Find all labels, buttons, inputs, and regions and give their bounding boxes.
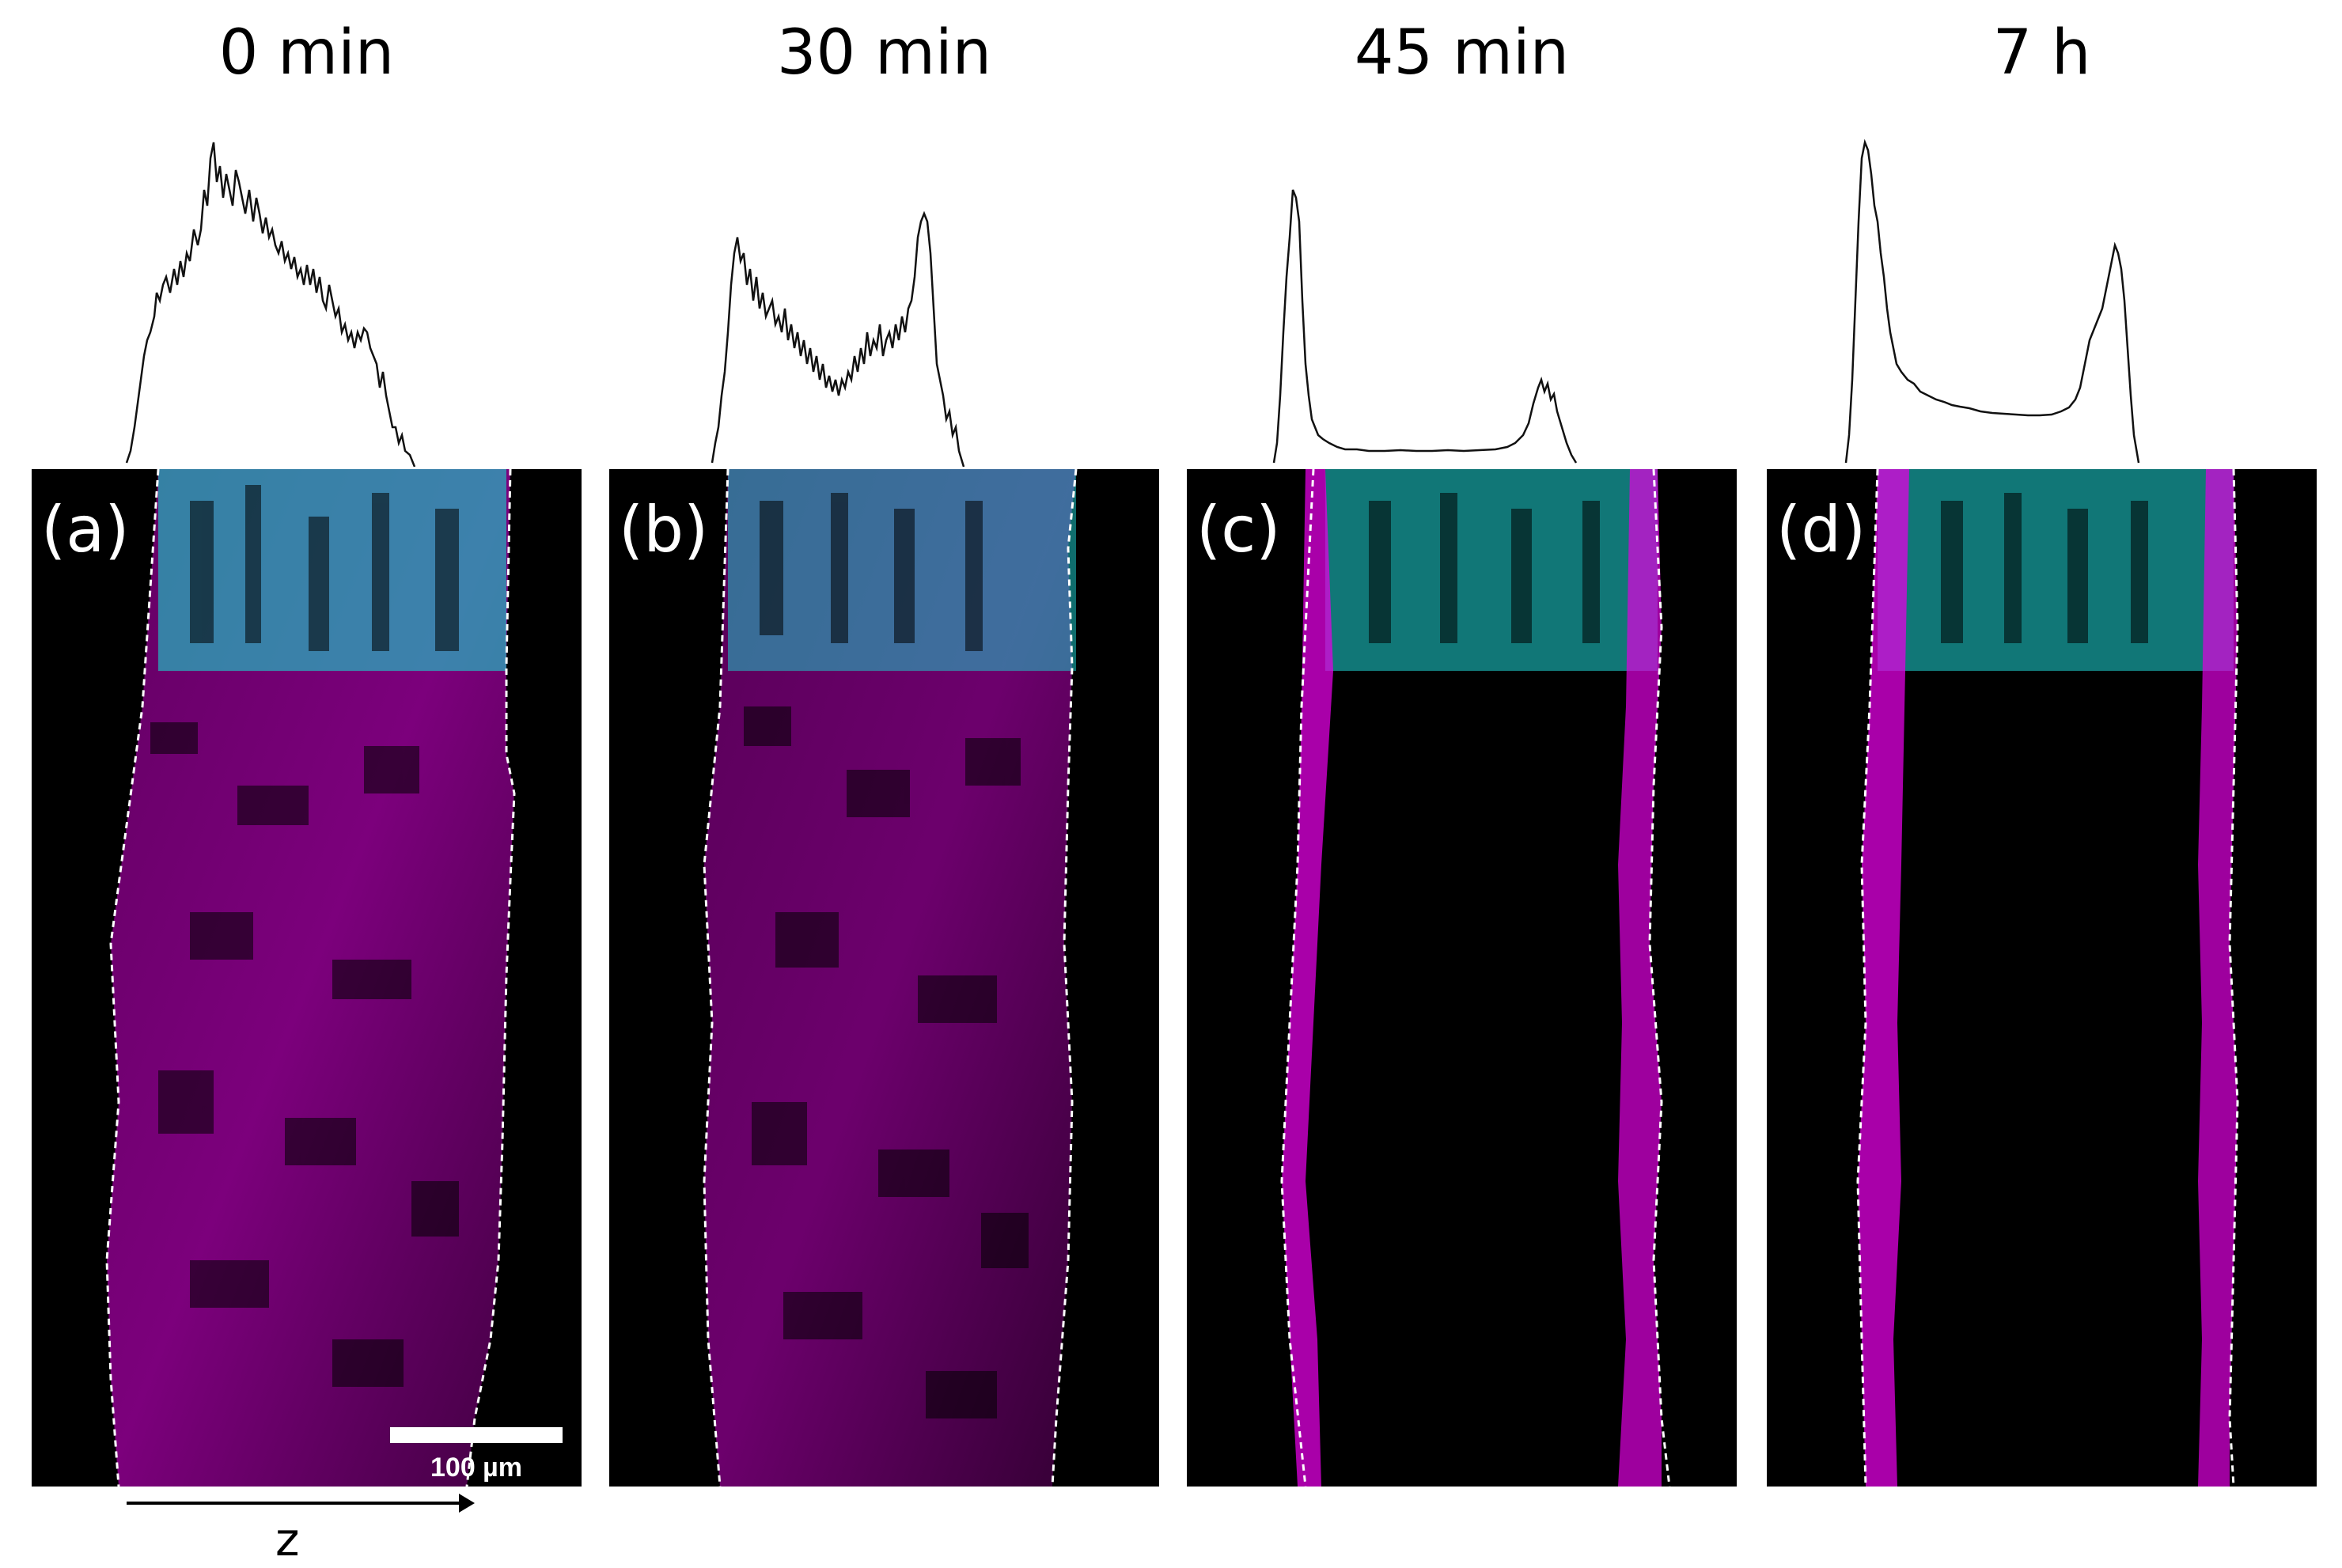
panel-label-a: (a): [41, 493, 130, 566]
panel-title-d: 7 h: [1992, 17, 2091, 89]
panel-label-c: (c): [1196, 493, 1281, 566]
image-panel-a: (a) 100 µm: [32, 469, 582, 1487]
panel-title-c: 45 min: [1354, 17, 1570, 89]
image-panel-c: (c): [1187, 469, 1737, 1487]
micrograph-c: [1280, 469, 1671, 1487]
intensity-profile-d: [1844, 138, 2140, 464]
panel-label-d: (d): [1776, 493, 1866, 566]
panel-label-b: (b): [619, 493, 709, 566]
profile-line: [1844, 138, 2140, 464]
intensity-profile-a: [125, 142, 416, 467]
profile-line: [711, 210, 965, 467]
panel-title-b: 30 min: [776, 17, 992, 89]
panel-title-a: 0 min: [218, 17, 395, 89]
image-panel-b: (b): [609, 469, 1159, 1487]
image-panel-d: (d): [1767, 469, 2317, 1487]
micrograph-b: [703, 469, 1078, 1487]
profile-line: [1272, 189, 1578, 464]
micrograph-a: [105, 469, 516, 1487]
scale-bar-label: 100 µm: [430, 1452, 522, 1483]
intensity-profile-b: [711, 210, 965, 467]
z-axis-label: z: [275, 1513, 300, 1566]
z-axis-arrow: [127, 1494, 475, 1513]
intensity-profile-c: [1272, 189, 1578, 464]
scale-bar: [390, 1427, 563, 1443]
profile-line: [125, 142, 416, 467]
micrograph-d: [1856, 469, 2239, 1487]
